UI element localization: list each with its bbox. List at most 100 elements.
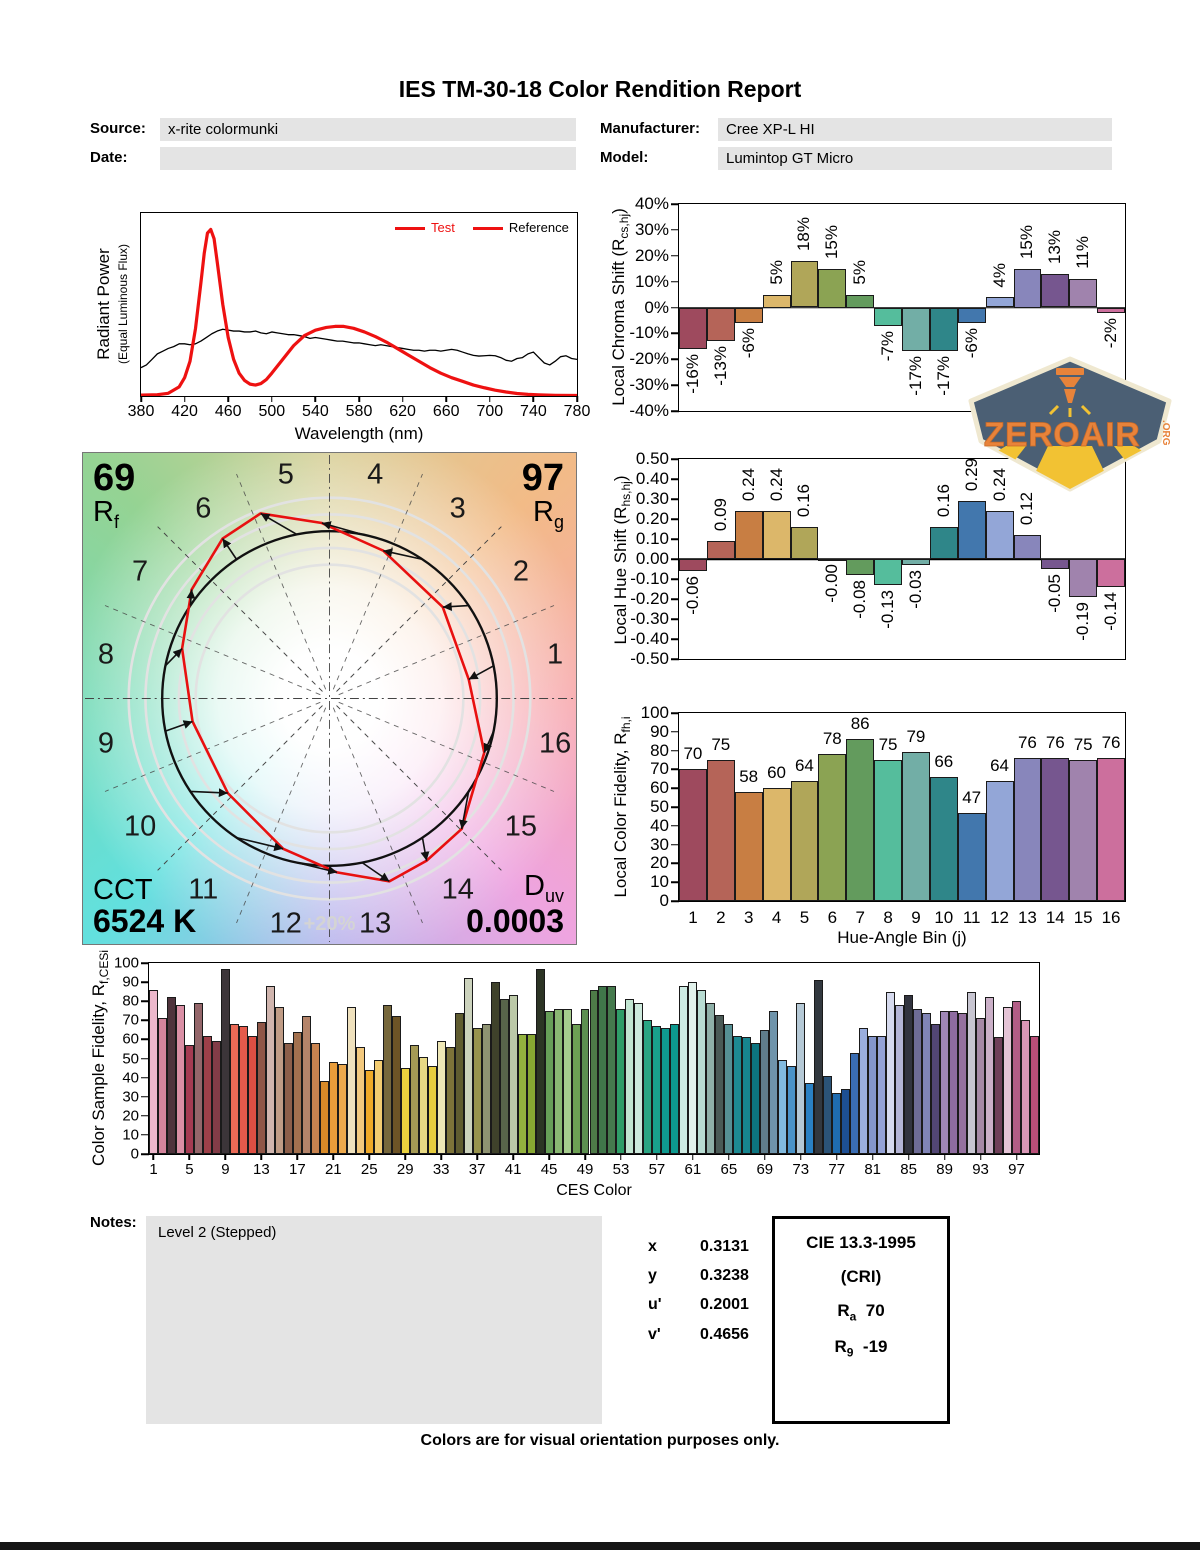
y-tick-mark (671, 578, 679, 580)
notes-field[interactable]: Level 2 (Stepped) (146, 1216, 602, 1424)
y-tick-label: 0% (644, 297, 669, 317)
bar-value-label: -17% (905, 356, 925, 397)
bar (929, 527, 958, 559)
bar (1013, 268, 1042, 308)
y-tick-label: 0 (130, 1145, 139, 1163)
bar-value-label: 75 (1073, 735, 1093, 754)
x-tick-mark (271, 396, 273, 402)
y-tick-label: -40% (629, 401, 669, 420)
bar-value-label: -13% (710, 346, 730, 386)
bar (976, 1018, 986, 1154)
bar (265, 985, 275, 1154)
bar-value-label: 78 (822, 729, 842, 749)
bar (846, 739, 875, 901)
x-tick-mark (227, 396, 229, 402)
cct-readout: CCT 6524 K (93, 873, 197, 940)
y-tick-mark (671, 712, 679, 714)
y-tick-label: 90 (122, 973, 139, 991)
bar (940, 1010, 950, 1154)
x-tick-mark (183, 396, 186, 402)
page-bottom-edge (0, 1542, 1200, 1550)
x-tick-mark (188, 1154, 191, 1160)
y-tick-label: 30 (650, 834, 669, 854)
hue-bin-label: 16 (538, 727, 572, 760)
bar (762, 511, 791, 559)
y-tick-mark (141, 1000, 149, 1002)
source-field[interactable]: x-rite colormunki (160, 118, 576, 141)
y-tick-mark (671, 558, 679, 560)
bar (1012, 1001, 1021, 1154)
x-tick-mark (489, 396, 491, 402)
bar (734, 791, 763, 901)
y-tick-mark (671, 900, 679, 902)
bar (634, 1003, 644, 1154)
bar (355, 1047, 365, 1154)
model-field[interactable]: Lumintop GT Micro (718, 147, 1112, 170)
x-tick-label: 41 (504, 1161, 522, 1178)
y-tick-label: 10 (650, 872, 669, 892)
reference-line-swatch (472, 227, 503, 231)
x-tick-mark (445, 396, 447, 402)
bar (149, 989, 158, 1154)
bar (202, 1035, 212, 1154)
spd-x-axis-title: Wavelength (nm) (294, 424, 424, 443)
footer-disclaimer: Colors are for visual orientation purpos… (420, 1432, 780, 1449)
manufacturer-label: Manufacturer: (600, 120, 701, 137)
bar (929, 776, 958, 901)
x-tick-label: 13 (1017, 908, 1037, 927)
x-tick-label: 37 (468, 1161, 486, 1178)
bar (463, 978, 473, 1154)
x-tick-mark (584, 1154, 586, 1160)
x-tick-mark (979, 1154, 982, 1160)
bar (598, 985, 608, 1154)
x-tick-mark (152, 1154, 155, 1160)
bar (589, 989, 599, 1154)
bar (445, 1047, 455, 1154)
bar (931, 1024, 941, 1154)
bar (1041, 273, 1070, 308)
date-label: Date: (90, 149, 128, 166)
bar (814, 980, 824, 1154)
bar-value-label: 0.24 (738, 467, 758, 501)
y-tick-mark (141, 1038, 149, 1041)
rf-readout: 69 Rf (93, 457, 136, 532)
bar (874, 559, 902, 585)
bar (328, 1062, 338, 1154)
bar (373, 1060, 383, 1154)
manufacturer-field[interactable]: Cree XP-L HI (718, 118, 1112, 141)
bar (517, 1033, 527, 1154)
x-tick-label: 73 (792, 1161, 810, 1178)
bar (553, 1008, 563, 1154)
y-tick-mark (141, 981, 149, 983)
x-tick-mark (728, 1154, 730, 1160)
x-tick-label: 77 (828, 1161, 846, 1178)
bar (382, 1005, 392, 1154)
bar (508, 995, 518, 1154)
bar (625, 999, 635, 1154)
x-tick-mark (576, 396, 578, 402)
bar-value-label: -0.00 (822, 564, 842, 603)
y-tick-label: -0.10 (630, 569, 669, 588)
y-tick-label: 40 (122, 1069, 139, 1087)
bar (957, 501, 986, 559)
y-tick-label: -10% (629, 323, 669, 343)
hue-bin-label: 2 (512, 555, 529, 588)
y-tick-label: 30% (634, 219, 669, 239)
x-tick-mark (656, 1154, 658, 1160)
bar (481, 1024, 491, 1154)
y-coord-label: y (648, 1267, 657, 1284)
bar-value-label: -17% (933, 356, 953, 397)
y-tick-mark (671, 458, 679, 460)
x-tick-label: 93 (972, 1161, 989, 1178)
bar (818, 559, 847, 561)
bar (166, 997, 176, 1154)
x-tick-label: 69 (756, 1161, 774, 1178)
bar (679, 559, 707, 571)
bar-value-label: 76 (1045, 733, 1065, 753)
date-field[interactable] (160, 147, 576, 170)
bar (706, 760, 735, 901)
duv-readout: Duv 0.0003 (466, 870, 564, 940)
y-tick-mark (671, 306, 679, 309)
x-tick-label: 81 (864, 1161, 882, 1178)
bar-value-label: 13% (1045, 229, 1065, 264)
